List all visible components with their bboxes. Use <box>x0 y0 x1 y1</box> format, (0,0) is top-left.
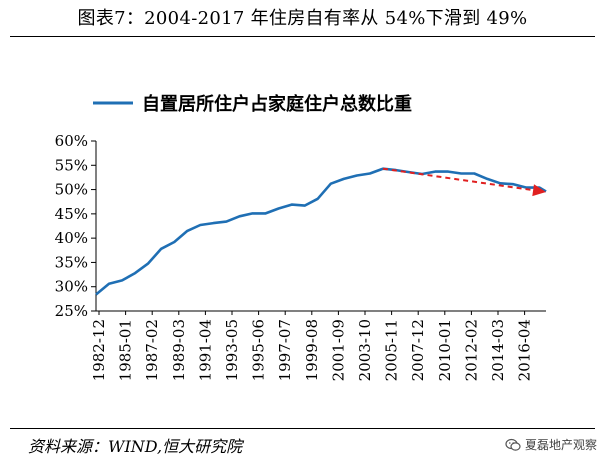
x-tick-label: 2003-10 <box>356 319 374 381</box>
y-tick-label: 35% <box>55 253 88 271</box>
x-tick-label: 2014-03 <box>489 319 507 381</box>
x-tick-label: 1989-03 <box>170 319 188 381</box>
x-tick-label: 2012-02 <box>462 319 480 381</box>
legend-label: 自置居所住户占家庭住户总数比重 <box>142 93 412 115</box>
y-tick-label: 50% <box>55 181 88 199</box>
x-tick-label: 1995-06 <box>250 319 268 381</box>
trend-line <box>382 167 534 192</box>
x-tick-label: 1999-08 <box>303 319 321 381</box>
x-tick-label: 2007-12 <box>409 319 427 381</box>
x-tick-label: 1985-01 <box>117 319 135 381</box>
y-tick-label: 30% <box>55 278 88 296</box>
source-rule <box>10 428 595 429</box>
watermark: 夏磊地产观察 <box>505 436 597 453</box>
x-tick-label: 1982-12 <box>90 319 108 381</box>
y-tick-label: 40% <box>55 229 88 247</box>
title-rule <box>10 36 595 37</box>
wechat-icon <box>505 438 521 451</box>
y-tick-label: 60% <box>55 132 88 150</box>
source-note: 资料来源：WIND,恒大研究院 <box>28 437 243 456</box>
x-tick-label: 1997-07 <box>276 319 294 381</box>
x-tick-label: 2001-09 <box>329 319 347 381</box>
x-tick-label: 2016-04 <box>516 319 534 381</box>
x-tick-label: 1991-04 <box>196 319 214 381</box>
x-tick-label: 2010-01 <box>436 319 454 381</box>
y-tick-label: 25% <box>55 302 88 320</box>
figure-title: 图表7：2004-2017 年住房自有率从 54%下滑到 49% <box>77 8 528 29</box>
x-tick-label: 1993-05 <box>223 319 241 381</box>
y-tick-label: 55% <box>55 156 88 174</box>
x-tick-label: 2005-11 <box>383 319 401 381</box>
series-line <box>95 167 547 296</box>
x-tick-label: 1987-02 <box>143 319 161 381</box>
y-tick-label: 45% <box>55 205 88 223</box>
watermark-text: 夏磊地产观察 <box>524 438 597 452</box>
trend-arrowhead <box>532 184 546 197</box>
